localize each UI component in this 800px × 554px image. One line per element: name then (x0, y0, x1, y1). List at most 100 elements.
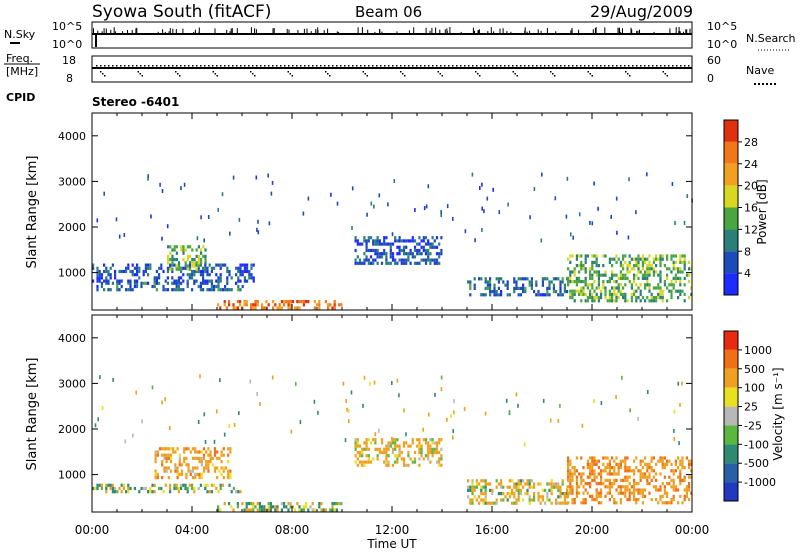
echo-cell (591, 498, 594, 502)
echo-cell (196, 466, 199, 470)
echo-cell (243, 508, 246, 512)
nave-dot (320, 65, 322, 67)
nave-dot (560, 65, 562, 67)
scatter-cell (610, 214, 612, 219)
echo-cell (469, 283, 472, 287)
echo-cell (195, 254, 198, 258)
scatter-cell (581, 423, 584, 428)
echo-cell (619, 478, 622, 482)
echo-cell (154, 476, 157, 480)
echo-cell (396, 457, 399, 461)
echo-cell (378, 447, 381, 451)
echo-cell (641, 267, 644, 271)
nave-dip (512, 71, 514, 73)
scatter-cell (203, 238, 205, 243)
echo-cell (105, 281, 108, 285)
freq-right-tick-bottom: 0 (707, 72, 714, 85)
nave-dot (408, 65, 410, 67)
echo-cell (398, 450, 401, 455)
echo-cell (626, 299, 629, 303)
echo-cell (213, 450, 217, 454)
echo-cell (595, 257, 598, 261)
echo-cell (365, 454, 368, 458)
echo-cell (424, 236, 428, 240)
echo-cell (372, 457, 375, 461)
echo-cell (584, 482, 587, 486)
echo-cell (650, 299, 653, 303)
echo-cell (580, 501, 583, 505)
echo-cell (511, 479, 514, 483)
echo-cell (663, 501, 666, 505)
echo-cell (429, 245, 432, 249)
echo-cell (418, 457, 421, 461)
echo-cell (356, 463, 359, 467)
nave-dot (100, 65, 102, 67)
nave-dip (102, 73, 104, 75)
echo-cell (633, 469, 636, 473)
scatter-cell (391, 436, 393, 441)
echo-cell (586, 296, 589, 300)
scatter-cell (557, 418, 560, 423)
station-title: Syowa South (fitACF) (92, 2, 271, 22)
echo-cell (578, 485, 581, 489)
echo-cell (302, 505, 305, 509)
echo-cell (107, 483, 110, 487)
echo-cell (182, 258, 185, 262)
echo-cell (608, 498, 611, 502)
nave-dot (664, 65, 666, 67)
echo-cell (517, 498, 520, 502)
echo-cell (171, 276, 174, 280)
echo-cell (396, 460, 399, 464)
echo-cell (394, 460, 397, 464)
echo-cell (513, 485, 516, 489)
echo-cell (149, 263, 152, 267)
echo-cell (473, 488, 476, 492)
scatter-cell (463, 407, 466, 411)
echo-cell (202, 469, 206, 473)
echo-cell (597, 459, 600, 463)
echo-cell (416, 252, 419, 256)
echo-cell (194, 450, 197, 454)
echo-cell (422, 239, 425, 243)
echo-cell (243, 303, 246, 307)
echo-cell (252, 279, 255, 283)
echo-cell (369, 460, 373, 464)
echo-cell (608, 478, 611, 482)
echo-cell (679, 257, 682, 261)
echo-cell (405, 239, 408, 243)
echo-cell (272, 306, 275, 310)
nave-dot (124, 65, 126, 67)
echo-cell (578, 292, 581, 296)
noise-spikes (93, 27, 691, 47)
scatter-cell (671, 182, 674, 186)
echo-cell (648, 466, 651, 470)
echo-cell (679, 469, 682, 473)
echo-cell (586, 299, 589, 303)
echo-cell (526, 482, 529, 486)
echo-cell (207, 460, 210, 464)
nave-dot (632, 65, 634, 67)
echo-cell (546, 495, 549, 499)
echo-cell (283, 502, 286, 506)
echo-cell (385, 252, 388, 256)
echo-cell (202, 276, 205, 280)
echo-cell (178, 261, 181, 265)
echo-cell (243, 263, 246, 267)
echo-cell (433, 447, 436, 451)
echo-cell (100, 273, 103, 277)
echo-cell (672, 264, 675, 268)
echo-cell (644, 494, 647, 498)
echo-cell (165, 466, 168, 470)
echo-cell (600, 296, 603, 300)
echo-cell (593, 462, 596, 466)
nave-dot (436, 65, 438, 67)
echo-cell (690, 462, 693, 466)
nave-dot (152, 65, 154, 67)
echo-cell (575, 488, 578, 492)
scatter-cell (103, 191, 105, 196)
echo-cell (589, 485, 592, 489)
echo-cell (383, 239, 386, 243)
echo-cell (173, 248, 176, 252)
echo-cell (604, 254, 607, 258)
echo-cell (597, 472, 600, 476)
